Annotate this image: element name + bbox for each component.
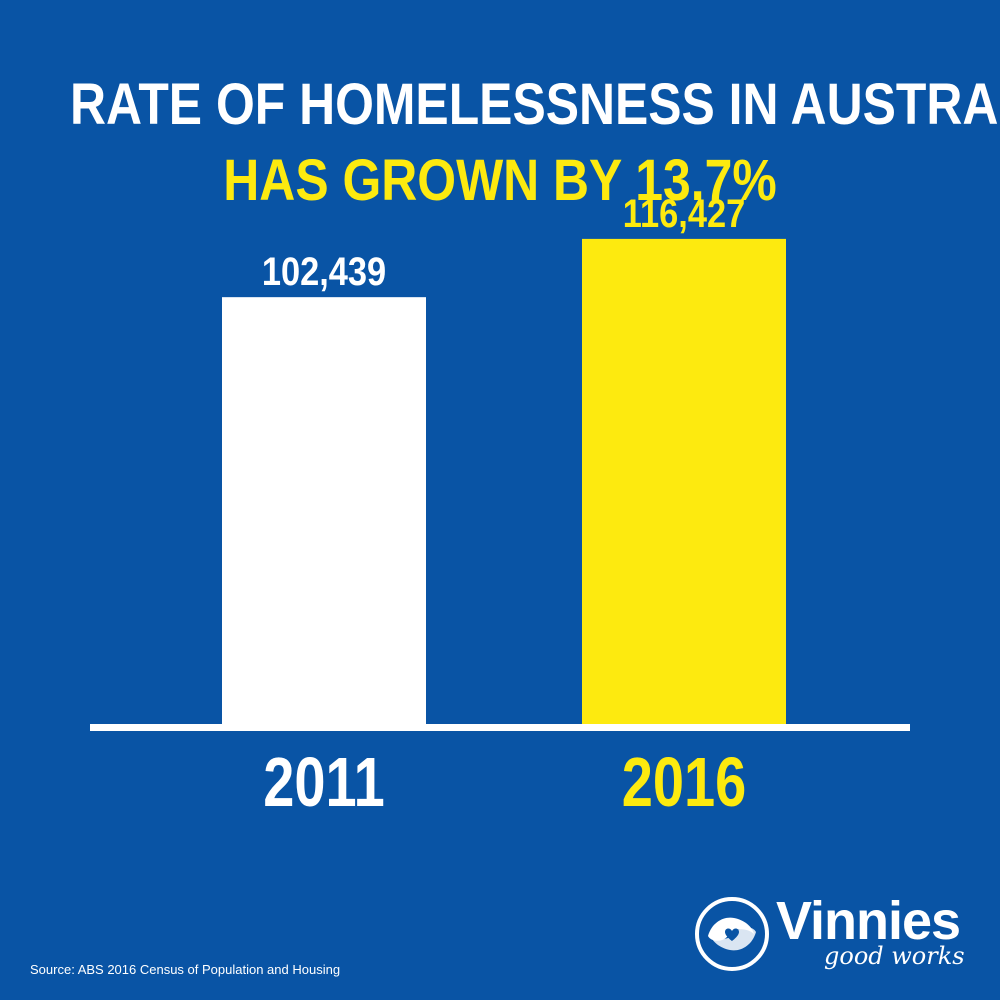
category-label-2011: 2011 xyxy=(263,744,384,821)
category-label-2016: 2016 xyxy=(622,744,747,821)
bar-group: 102,439 2011 116,427 2016 xyxy=(222,190,786,821)
bar-2016 xyxy=(582,238,786,724)
brand-name: Vinnies xyxy=(776,891,961,951)
hands-heart-logo-icon xyxy=(695,897,769,971)
brand-tagline: good works xyxy=(824,942,965,970)
chart-baseline xyxy=(90,724,910,731)
chart-subtitle: HAS GROWN BY 13.7% xyxy=(223,148,777,213)
bar-2011 xyxy=(222,297,426,724)
value-label-2016: 116,427 xyxy=(623,190,745,235)
chart-title: RATE OF HOMELESSNESS IN AUSTRALIA xyxy=(70,72,1000,137)
brand-logo: Vinnies good works xyxy=(694,894,984,974)
source-note: Source: ABS 2016 Census of Population an… xyxy=(30,962,341,977)
value-label-2011: 102,439 xyxy=(262,249,386,294)
